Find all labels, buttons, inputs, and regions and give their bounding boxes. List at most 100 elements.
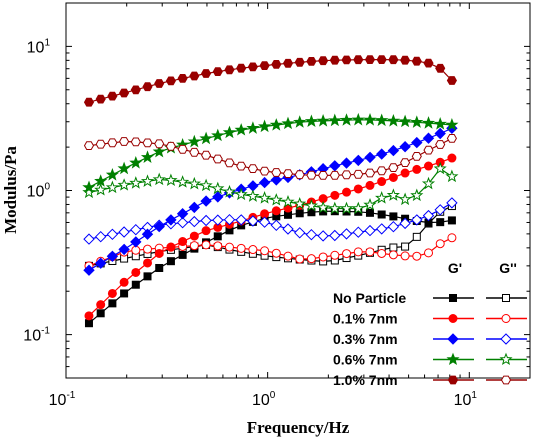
data-point	[236, 63, 247, 73]
data-point	[411, 56, 422, 66]
data-point	[341, 170, 352, 180]
data-point	[365, 247, 375, 257]
series-line	[88, 205, 453, 267]
data-point	[212, 67, 223, 76]
data-point	[317, 230, 329, 242]
data-point	[106, 250, 119, 263]
data-point	[213, 241, 223, 251]
data-point	[234, 123, 248, 136]
legend-row: 0.6% 7nm	[333, 352, 527, 368]
data-point	[340, 157, 353, 169]
legend-marker-gpp	[500, 375, 512, 385]
data-point	[224, 242, 234, 252]
data-point	[199, 178, 213, 192]
data-point	[178, 250, 187, 259]
data-point	[447, 233, 457, 243]
data-point	[446, 76, 457, 85]
data-point	[410, 188, 424, 202]
y-tick-exp: 0	[44, 182, 50, 193]
data-point	[295, 254, 305, 264]
data-point	[248, 245, 258, 255]
data-point	[94, 183, 108, 196]
series-gpp	[83, 134, 457, 180]
data-point	[351, 112, 365, 126]
data-point	[177, 74, 188, 83]
legend-marker-gp	[446, 352, 460, 366]
data-point	[364, 168, 376, 178]
data-point	[271, 206, 281, 216]
data-point	[353, 184, 363, 194]
data-point	[119, 277, 129, 287]
data-point	[105, 180, 119, 194]
data-point	[222, 125, 237, 139]
series-line	[88, 59, 453, 103]
data-point	[259, 166, 270, 176]
data-point	[294, 170, 305, 180]
data-point	[130, 236, 142, 248]
legend-header-gpp: G''	[499, 260, 517, 276]
data-point	[293, 196, 307, 210]
data-point	[386, 113, 400, 127]
data-point	[293, 115, 307, 128]
legend-label: 0.6% 7nm	[333, 352, 398, 368]
legend-marker-gpp	[501, 314, 511, 323]
data-point	[435, 239, 445, 249]
data-point	[201, 150, 212, 160]
data-point	[152, 172, 166, 186]
data-point	[316, 200, 330, 214]
data-point	[328, 201, 342, 215]
data-point	[269, 193, 283, 206]
data-point	[329, 229, 341, 242]
data-point	[178, 237, 188, 247]
data-point	[363, 112, 377, 126]
data-point	[375, 113, 389, 127]
data-point	[307, 208, 316, 217]
data-point	[411, 136, 423, 149]
data-point	[141, 228, 154, 240]
data-point	[236, 243, 246, 253]
data-point	[105, 167, 119, 181]
data-point	[140, 174, 155, 187]
data-point	[224, 65, 235, 75]
data-point	[84, 311, 94, 321]
data-point	[108, 299, 117, 308]
data-point	[176, 207, 189, 220]
data-point	[83, 233, 95, 245]
legend-marker-gpp	[499, 352, 513, 366]
data-point	[82, 185, 96, 199]
legend-marker-gp	[448, 314, 458, 323]
data-point	[447, 216, 456, 225]
data-point	[318, 252, 328, 262]
data-point	[341, 55, 352, 65]
data-point	[389, 243, 398, 252]
data-point	[318, 171, 329, 180]
data-point	[201, 226, 211, 236]
data-point	[330, 190, 340, 200]
x-tick-label: 10-1	[49, 390, 76, 409]
series-layer	[82, 55, 459, 328]
legend-rows: No Particle 0.1% 7nm 0.3% 7nm 0.6% 7nm 1.0% …	[333, 290, 527, 388]
legend-marker-gpp	[500, 333, 512, 345]
data-point	[433, 117, 447, 130]
data-point	[424, 161, 434, 171]
data-point	[83, 264, 95, 276]
data-point	[83, 97, 95, 107]
data-point	[165, 214, 177, 226]
y-tick-label: 10-1	[23, 326, 50, 345]
data-point	[107, 138, 118, 148]
data-point	[153, 220, 165, 233]
data-point	[130, 137, 141, 147]
data-point	[129, 176, 143, 189]
data-point	[270, 174, 283, 186]
data-point	[270, 219, 283, 232]
data-point	[351, 201, 365, 215]
data-point	[94, 230, 107, 243]
data-point	[399, 217, 411, 230]
data-point	[152, 144, 166, 158]
data-point	[364, 55, 376, 64]
data-point	[421, 116, 436, 129]
legend-row: No Particle	[333, 290, 527, 306]
data-point	[130, 85, 141, 95]
legend-header-gp: G'	[448, 260, 462, 276]
